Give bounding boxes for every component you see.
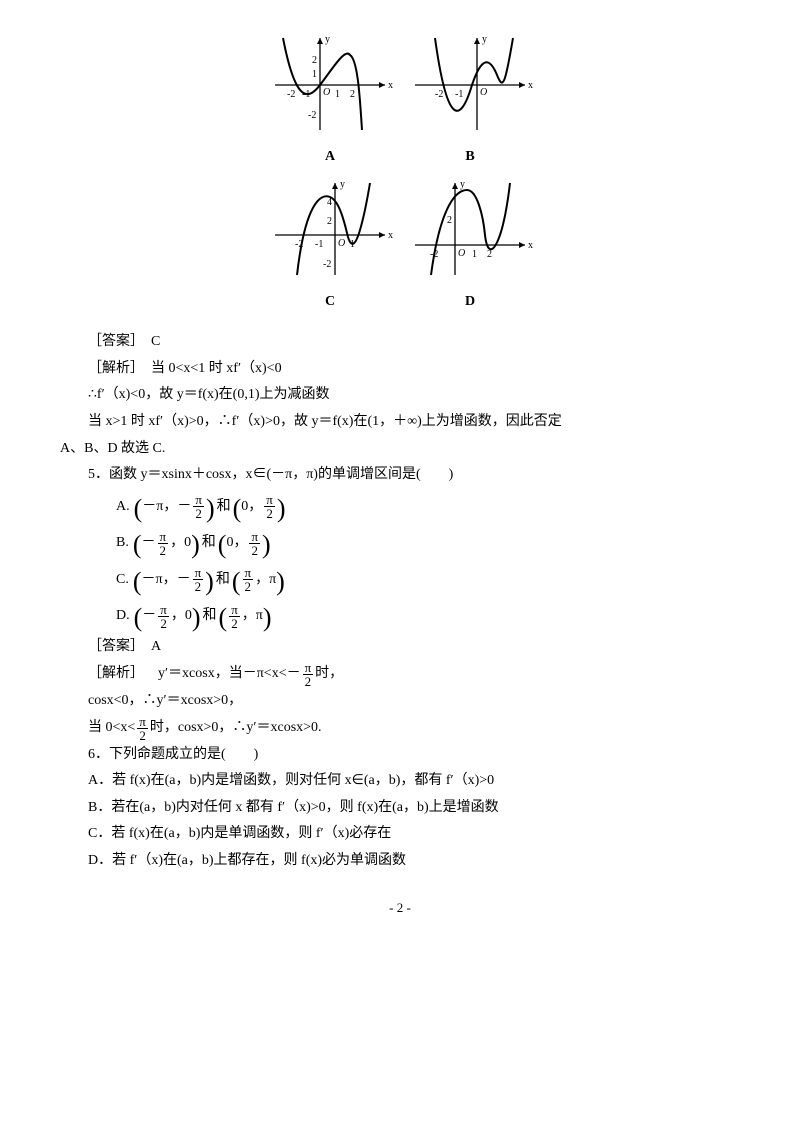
svg-text:2: 2 xyxy=(487,249,492,260)
page-number: - 2 - xyxy=(60,896,740,921)
graph-c-label: C xyxy=(265,289,395,316)
graph-d-label: D xyxy=(405,289,535,316)
q4-answer: C xyxy=(151,334,160,349)
q5-answer-line: ［答案］ A xyxy=(60,634,740,661)
q4-answer-line: ［答案］ C xyxy=(60,329,740,356)
q5-option-b: B. (－π2，0) 和 (0，π2) xyxy=(60,525,740,561)
svg-text:y: y xyxy=(460,179,465,190)
svg-text:O: O xyxy=(480,87,487,98)
svg-text:-2: -2 xyxy=(323,259,331,270)
svg-text:1: 1 xyxy=(472,249,477,260)
graph-a-svg: x y O -2-1 12 12-2 xyxy=(265,30,395,140)
origin-label: O xyxy=(323,87,330,98)
q4-expl-3: 当 x>1 时 xf′（x)>0，∴f′（x)>0，故 y＝f(x)在(1，＋∞… xyxy=(60,409,740,436)
graph-b-label: B xyxy=(405,144,535,171)
q6-option-b: B．若在(a，b)内对任何 x 都有 f′（x)>0，则 f(x)在(a，b)上… xyxy=(60,795,740,822)
q4-expl-text-1: 当 0<x<1 时 xf′（x)<0 xyxy=(151,361,282,376)
q4-expl-4: A、B、D 故选 C. xyxy=(60,436,740,463)
svg-text:O: O xyxy=(458,248,465,259)
q5-expl-3: 当 0<x<π2时，cosx>0，∴y′＝xcosx>0. xyxy=(60,715,740,742)
svg-text:2: 2 xyxy=(350,89,355,100)
graph-a-label: A xyxy=(265,144,395,171)
svg-text:2: 2 xyxy=(312,55,317,66)
svg-text:x: x xyxy=(388,230,393,241)
graph-b: x y O -2 -1 xyxy=(405,30,535,140)
q5-expl-1: ［解析］ y′＝xcosx，当－π<x<－π2时， xyxy=(60,661,740,688)
q5-b-letter: B. xyxy=(116,525,129,561)
svg-text:-2: -2 xyxy=(287,89,295,100)
svg-text:1: 1 xyxy=(335,89,340,100)
axis-y-label: y xyxy=(325,34,330,45)
svg-text:-2: -2 xyxy=(308,110,316,121)
svg-text:x: x xyxy=(528,240,533,251)
graph-grid: x y O -2-1 12 12-2 xyxy=(60,30,740,315)
q5-expl-2: cosx<0，∴y′＝xcosx>0， xyxy=(60,688,740,715)
svg-text:x: x xyxy=(528,80,533,91)
svg-text:1: 1 xyxy=(312,69,317,80)
svg-text:-1: -1 xyxy=(455,89,463,100)
q5-a-letter: A. xyxy=(116,489,130,525)
q6-option-c: C．若 f(x)在(a，b)内是单调函数，则 f′（x)必存在 xyxy=(60,821,740,848)
q5-option-d: D. (－π2，0) 和 (π2，π) xyxy=(60,598,740,634)
q6-stem: 6．下列命题成立的是( ) xyxy=(60,742,740,769)
q5-answer: A xyxy=(151,639,161,654)
explain-label: ［解析］ xyxy=(88,361,137,376)
graph-d: x y O -212 2 xyxy=(405,175,535,285)
q4-expl-1: ［解析］ 当 0<x<1 时 xf′（x)<0 xyxy=(60,356,740,383)
answer-label: ［答案］ xyxy=(88,334,137,349)
q6-option-a: A．若 f(x)在(a，b)内是增函数，则对任何 x∈(a，b)，都有 f′（x… xyxy=(60,768,740,795)
q5-option-c: C. (－π，－π2) 和 (π2，π) xyxy=(60,562,740,598)
svg-text:2: 2 xyxy=(327,216,332,227)
q4-expl-2: ∴f′（x)<0，故 y＝f(x)在(0,1)上为减函数 xyxy=(60,382,740,409)
svg-text:y: y xyxy=(482,34,487,45)
svg-text:y: y xyxy=(340,179,345,190)
axis-x-label: x xyxy=(388,80,393,91)
svg-text:2: 2 xyxy=(447,215,452,226)
q5-option-a: A. (－π，－π2) 和 (0，π2) xyxy=(60,489,740,525)
q5-d-letter: D. xyxy=(116,598,130,634)
graph-c: x y O -2-11 24-2 xyxy=(265,175,395,285)
svg-text:-2: -2 xyxy=(435,89,443,100)
q5-stem: 5．函数 y＝xsinx＋cosx，x∈(－π，π)的单调增区间是( ) xyxy=(60,462,740,489)
q5-c-letter: C. xyxy=(116,562,129,598)
svg-text:O: O xyxy=(338,238,345,249)
svg-text:-1: -1 xyxy=(315,239,323,250)
q6-option-d: D．若 f′（x)在(a，b)上都存在，则 f(x)必为单调函数 xyxy=(60,848,740,875)
graph-a: x y O -2-1 12 12-2 xyxy=(265,30,395,140)
